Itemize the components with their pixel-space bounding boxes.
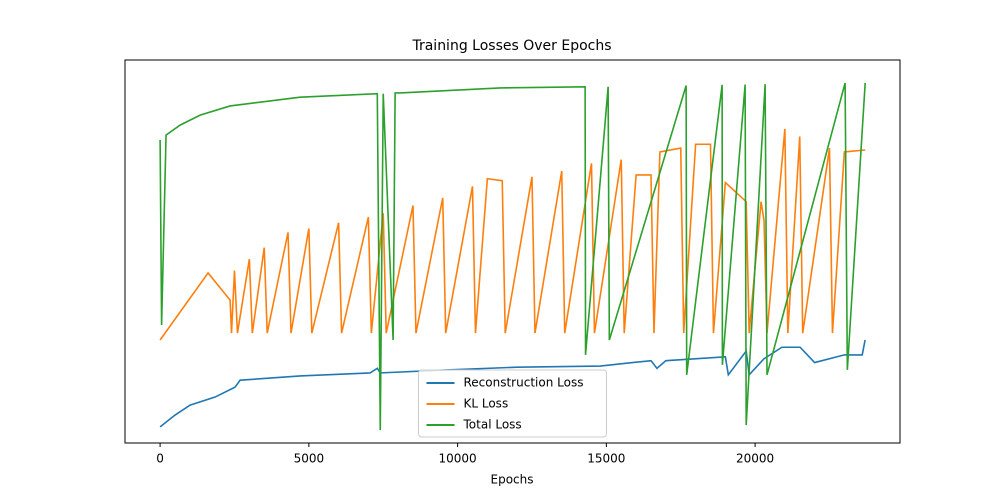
legend: Reconstruction Loss KL Loss Total Loss: [418, 369, 607, 438]
x-tick-label: 10000: [439, 452, 477, 466]
legend-label: KL Loss: [464, 397, 509, 411]
legend-box: [418, 369, 607, 438]
x-tick-label: 5000: [294, 452, 325, 466]
line-series: [159, 128, 866, 341]
plot-frame: [124, 59, 901, 444]
x-tick-label: 20000: [736, 452, 774, 466]
chart-title: Training Losses Over Epochs: [411, 38, 611, 54]
line-series: [159, 339, 866, 428]
x-axis-label: Epochs: [491, 473, 534, 487]
x-tick-label: 15000: [587, 452, 625, 466]
legend-label: Reconstruction Loss: [464, 376, 584, 390]
x-tick-label: 0: [156, 452, 164, 466]
line-series: [159, 82, 866, 430]
legend-label: Total Loss: [463, 418, 522, 432]
